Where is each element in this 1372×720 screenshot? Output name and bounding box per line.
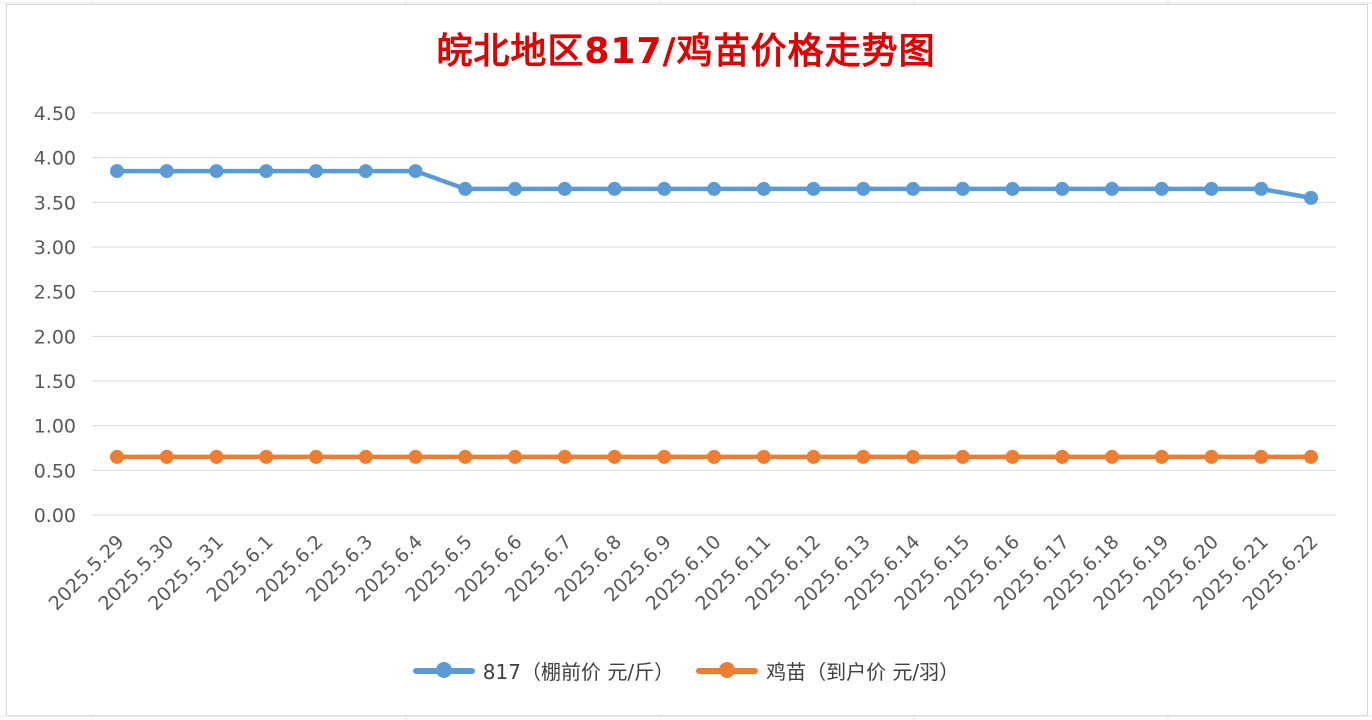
data-point-0 xyxy=(1254,181,1269,196)
data-point-1 xyxy=(856,449,871,464)
data-point-0 xyxy=(309,164,323,179)
data-point-0 xyxy=(557,181,572,196)
y-tick-label: 2.00 xyxy=(34,326,76,348)
data-point-1 xyxy=(955,449,970,464)
data-point-1 xyxy=(209,449,224,464)
data-point-1 xyxy=(1154,449,1169,464)
y-axis: 0.00 0.50 1.00 1.50 2.00 2.50 3.00 3.50 4.00 4.50 xyxy=(34,103,76,527)
legend-label-chick: 鸡苗（到户价 元/羽） xyxy=(766,660,960,684)
data-point-1 xyxy=(1055,449,1070,464)
y-tick-label: 1.00 xyxy=(34,416,76,438)
legend-swatch-817 xyxy=(412,661,475,678)
y-tick-label: 4.00 xyxy=(34,148,76,170)
data-point-0 xyxy=(508,181,522,196)
data-point-1 xyxy=(906,449,920,464)
legend-label-817: 817（棚前价 元/斤） xyxy=(482,660,675,684)
y-tick-label: 0.50 xyxy=(34,460,76,482)
data-point-0 xyxy=(906,181,920,196)
data-point-1 xyxy=(806,449,821,464)
data-point-1 xyxy=(408,449,423,464)
data-point-0 xyxy=(458,181,473,196)
y-tick-label: 2.50 xyxy=(34,282,76,304)
data-point-1 xyxy=(607,449,622,464)
data-point-0 xyxy=(159,164,174,179)
chart-title: 皖北地区817/鸡苗价格走势图 xyxy=(436,31,936,72)
data-point-1 xyxy=(110,449,124,464)
legend-swatch-chick xyxy=(696,661,759,678)
data-point-0 xyxy=(806,181,821,196)
chart-area xyxy=(6,4,1368,716)
data-point-1 xyxy=(309,449,323,464)
data-point-0 xyxy=(607,181,622,196)
data-point-1 xyxy=(557,449,572,464)
y-tick-label: 3.00 xyxy=(34,237,76,259)
data-point-0 xyxy=(756,181,771,196)
data-point-1 xyxy=(1005,449,1020,464)
data-point-1 xyxy=(1204,449,1219,464)
y-tick-label: 1.50 xyxy=(34,371,76,393)
data-point-0 xyxy=(1105,181,1119,196)
y-tick-label: 3.50 xyxy=(34,192,76,214)
data-point-0 xyxy=(657,181,672,196)
data-point-1 xyxy=(1254,449,1269,464)
data-point-0 xyxy=(209,164,224,179)
data-point-1 xyxy=(358,449,373,464)
legend-item-817: 817（棚前价 元/斤） xyxy=(412,656,675,685)
data-point-1 xyxy=(458,449,473,464)
data-point-1 xyxy=(756,449,771,464)
data-point-1 xyxy=(259,449,274,464)
data-point-0 xyxy=(1304,190,1318,205)
data-point-0 xyxy=(856,181,871,196)
data-point-0 xyxy=(1154,181,1169,196)
gridlines xyxy=(92,112,1336,516)
data-point-0 xyxy=(408,164,423,179)
data-point-1 xyxy=(707,449,721,464)
data-point-0 xyxy=(259,164,274,179)
data-point-1 xyxy=(1105,449,1119,464)
y-tick-label: 0.00 xyxy=(34,505,76,527)
data-point-0 xyxy=(358,164,373,179)
data-point-0 xyxy=(1055,181,1070,196)
data-point-1 xyxy=(657,449,672,464)
data-point-0 xyxy=(1005,181,1020,196)
legend: 817（棚前价 元/斤） 鸡苗（到户价 元/羽） xyxy=(0,656,1372,685)
data-point-1 xyxy=(1304,449,1318,464)
data-point-0 xyxy=(955,181,970,196)
data-point-1 xyxy=(159,449,174,464)
y-tick-label: 4.50 xyxy=(34,103,76,125)
data-point-0 xyxy=(1204,181,1219,196)
data-point-0 xyxy=(707,181,721,196)
series-lines xyxy=(110,164,1318,464)
legend-item-chick: 鸡苗（到户价 元/羽） xyxy=(696,656,959,685)
data-point-1 xyxy=(508,449,522,464)
x-axis: 2025.5.292025.5.302025.5.312025.6.12025.… xyxy=(45,531,1323,615)
data-point-0 xyxy=(110,164,124,179)
